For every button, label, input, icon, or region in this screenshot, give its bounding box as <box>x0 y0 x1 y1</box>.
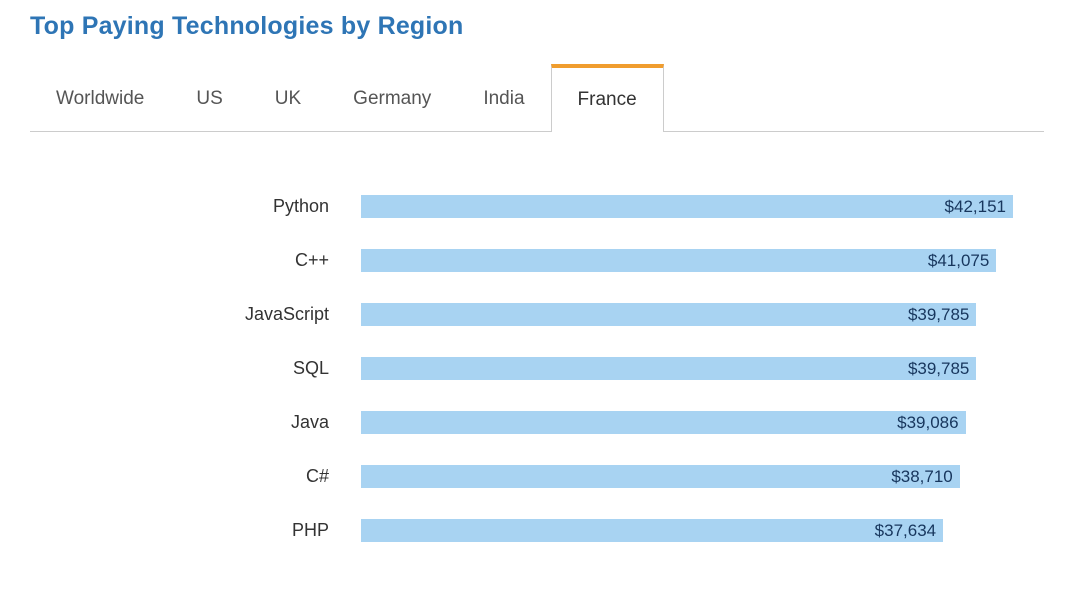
value-label: $41,075 <box>927 250 990 270</box>
bar-track: $41,075 <box>361 249 1013 272</box>
value-label: $37,634 <box>874 520 937 540</box>
chart-row: SQL $39,785 <box>0 357 1080 380</box>
chart-row: Java $39,086 <box>0 411 1080 434</box>
page-title: Top Paying Technologies by Region <box>30 12 464 40</box>
bar: $39,785 <box>361 357 977 380</box>
bar-track: $38,710 <box>361 465 1013 488</box>
tab-france[interactable]: France <box>550 64 664 132</box>
category-label: SQL <box>292 358 329 378</box>
value-label: $39,785 <box>907 304 970 324</box>
tab-germany[interactable]: Germany <box>353 88 432 109</box>
bar-track: $39,785 <box>361 303 1013 326</box>
value-label: $39,785 <box>907 358 970 378</box>
value-label: $39,086 <box>897 412 959 432</box>
category-label: Python <box>272 196 329 216</box>
bar: $39,086 <box>361 411 966 434</box>
tab-india[interactable]: India <box>483 88 525 109</box>
value-label: $38,710 <box>891 466 953 486</box>
bar: $41,075 <box>361 249 997 272</box>
bar: $39,785 <box>361 303 977 326</box>
chart-row: PHP $37,634 <box>0 519 1080 542</box>
bar: $38,710 <box>361 465 960 488</box>
tab-worldwide[interactable]: Worldwide <box>56 88 145 109</box>
chart-row: Python $42,151 <box>0 195 1080 218</box>
category-label: PHP <box>291 520 329 540</box>
category-label: Java <box>290 412 329 432</box>
tab-us[interactable]: US <box>196 88 223 109</box>
bar: $37,634 <box>361 519 944 542</box>
bar-track: $37,634 <box>361 519 1013 542</box>
category-label: C# <box>305 466 329 486</box>
category-label: JavaScript <box>244 304 329 324</box>
bar-track: $39,785 <box>361 357 1013 380</box>
tab-uk[interactable]: UK <box>274 88 302 109</box>
bar-track: $39,086 <box>361 411 1013 434</box>
chart-row: C++ $41,075 <box>0 249 1080 272</box>
bar: $42,151 <box>361 195 1013 218</box>
chart-row: C# $38,710 <box>0 465 1080 488</box>
bar-chart: Python $42,151 C++ $41,075 JavaScript $39,785… <box>0 195 1080 542</box>
region-tabs: Worldwide US UK Germany India France <box>30 63 1044 132</box>
bar-track: $42,151 <box>361 195 1013 218</box>
chart-row: JavaScript $39,785 <box>0 303 1080 326</box>
category-label: C++ <box>294 250 329 270</box>
value-label: $42,151 <box>944 196 1006 216</box>
